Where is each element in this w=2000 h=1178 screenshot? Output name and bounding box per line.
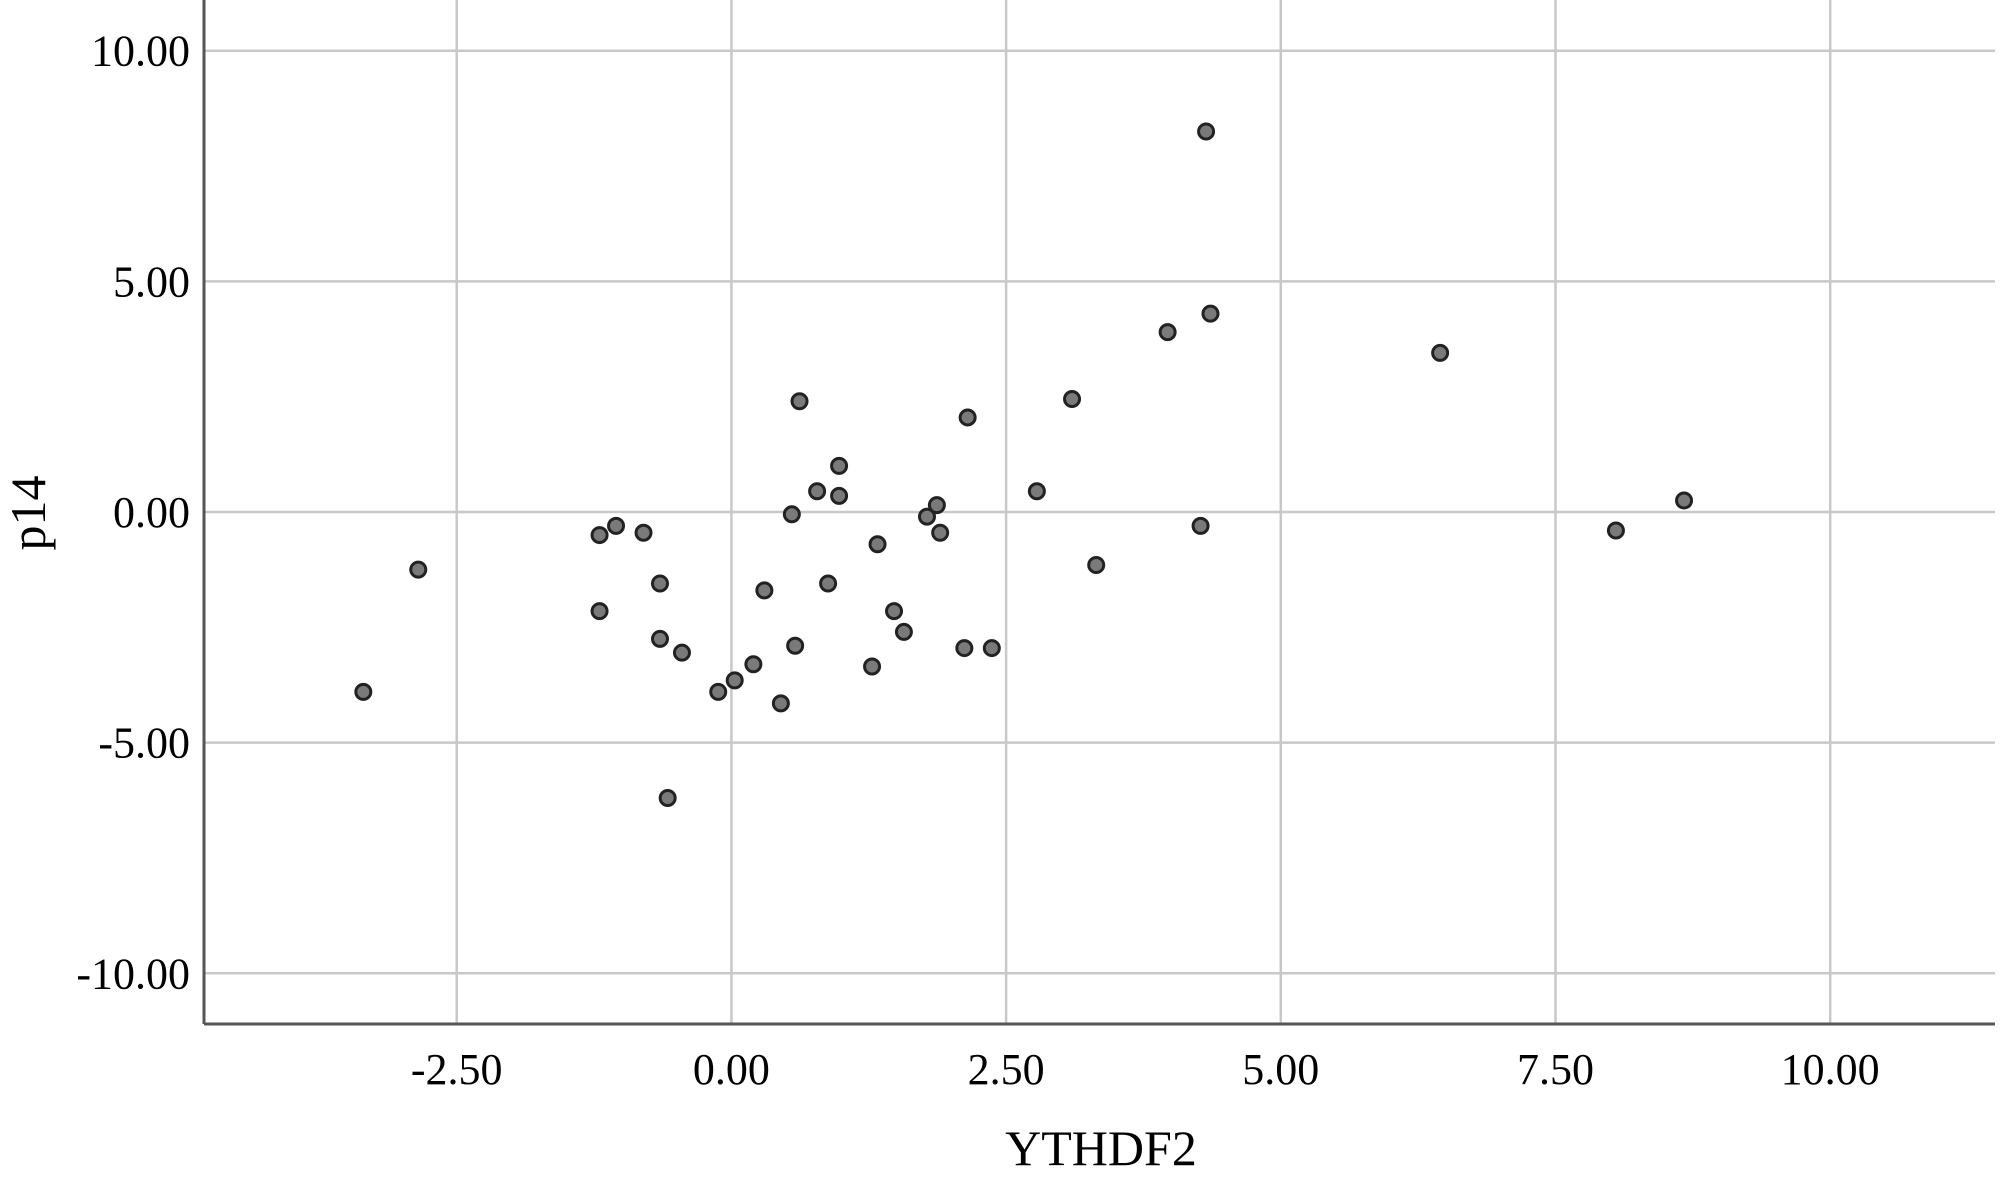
- data-point: [982, 639, 1001, 658]
- axes: [202, 0, 1995, 1026]
- data-point: [1201, 304, 1220, 323]
- y-tick-label: 0.00: [113, 488, 190, 537]
- data-point: [1027, 482, 1046, 501]
- data-point: [755, 581, 774, 600]
- data-point: [786, 636, 805, 655]
- y-tick-label: 10.00: [91, 27, 190, 76]
- data-point: [1675, 491, 1694, 510]
- data-points: [354, 122, 1694, 807]
- data-point: [955, 639, 974, 658]
- data-point: [672, 643, 691, 662]
- data-point: [830, 456, 849, 475]
- data-point: [354, 682, 373, 701]
- data-point: [650, 629, 669, 648]
- data-point: [1158, 323, 1177, 342]
- data-point: [409, 560, 428, 579]
- data-point: [607, 516, 626, 535]
- data-point: [1431, 343, 1450, 362]
- x-axis-title: YTHDF2: [1005, 1120, 1197, 1176]
- data-point: [931, 523, 950, 542]
- data-point: [863, 657, 882, 676]
- data-point: [590, 602, 609, 621]
- y-tick-label: -5.00: [98, 719, 190, 768]
- data-point: [1606, 521, 1625, 540]
- data-point: [917, 507, 936, 526]
- data-point: [590, 526, 609, 545]
- x-tick-label: 0.00: [693, 1045, 770, 1094]
- tick-labels: -2.50 0.00 2.50 5.00 7.50 10.00 10.00 5.00 0.00 -…: [76, 27, 1879, 1094]
- x-tick-label: 10.00: [1781, 1045, 1880, 1094]
- data-point: [790, 392, 809, 411]
- data-point: [771, 694, 790, 713]
- data-point: [709, 682, 728, 701]
- grid: [204, 0, 1995, 1024]
- y-axis-title: p14: [0, 476, 56, 551]
- data-point: [744, 655, 763, 674]
- data-point: [808, 482, 827, 501]
- x-tick-label: 5.00: [1242, 1045, 1319, 1094]
- x-tick-label: 2.50: [968, 1045, 1045, 1094]
- data-point: [1087, 556, 1106, 575]
- data-point: [634, 523, 653, 542]
- data-point: [868, 535, 887, 554]
- data-point: [1197, 122, 1216, 141]
- data-point: [725, 671, 744, 690]
- data-point: [894, 622, 913, 641]
- y-tick-label: -10.00: [76, 949, 190, 998]
- data-point: [958, 408, 977, 427]
- x-tick-label: -2.50: [411, 1045, 503, 1094]
- y-tick-label: 5.00: [113, 257, 190, 306]
- data-point: [1063, 389, 1082, 408]
- data-point: [650, 574, 669, 593]
- data-point: [830, 486, 849, 505]
- data-point: [1191, 516, 1210, 535]
- data-point: [885, 602, 904, 621]
- data-point: [927, 496, 946, 515]
- data-point: [658, 788, 677, 807]
- data-point: [782, 505, 801, 524]
- x-tick-label: 7.50: [1517, 1045, 1594, 1094]
- data-point: [819, 574, 838, 593]
